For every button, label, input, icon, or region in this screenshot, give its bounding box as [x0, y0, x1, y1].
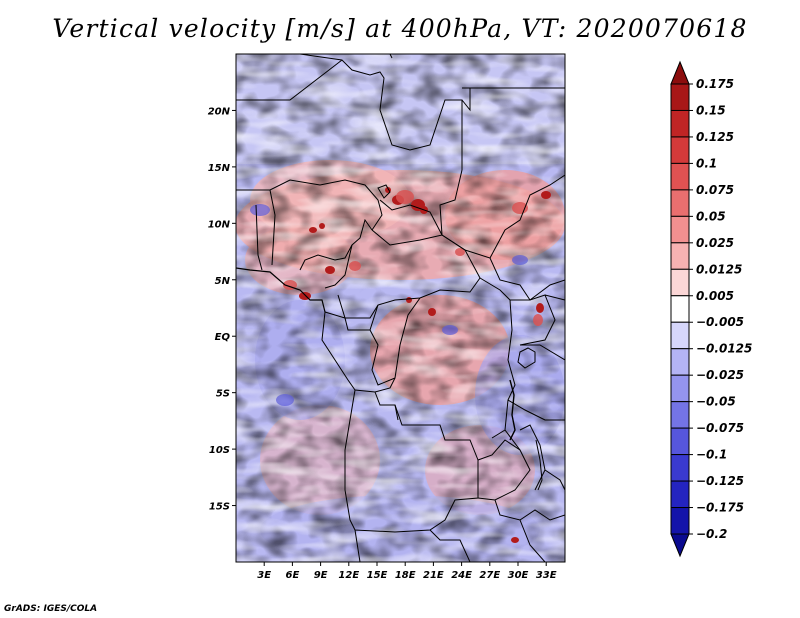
- lon-tick-label: 24E: [451, 570, 472, 581]
- colorbar-label: 0.1: [696, 156, 717, 170]
- latitude-axis: 20N 15N 10N 5N EQ 5S 10S 15S: [208, 106, 236, 513]
- lat-tick-label: 15S: [209, 502, 230, 513]
- lon-tick-label: 18E: [395, 570, 416, 581]
- colorbar-top-arrow: [670, 60, 690, 85]
- colorbar-swatch: [670, 242, 690, 270]
- colorbar-label: 0.175: [696, 77, 734, 91]
- colorbar-swatch: [670, 83, 690, 111]
- colorbar-swatch: [670, 215, 690, 244]
- lon-tick-label: 9E: [314, 570, 328, 581]
- colorbar-swatch: [670, 427, 690, 456]
- lon-tick-label: 6E: [286, 570, 300, 581]
- colorbar-label: 0.0125: [696, 262, 742, 276]
- colorbar-label: 0.05: [696, 209, 726, 223]
- country-borders: [236, 54, 565, 562]
- colorbar-label: −0.2: [696, 527, 727, 541]
- colorbar-label: −0.175: [696, 501, 744, 515]
- colorbar: 0.175 0.15 0.125 0.1 0.075 0.05 0.025 0.0125 0.0…: [670, 60, 752, 558]
- colorbar-swatch: [670, 189, 690, 217]
- map-frame: [235, 53, 566, 563]
- colorbar-swatch: [670, 268, 690, 297]
- lat-tick-label: 5N: [215, 276, 231, 287]
- colorbar-label: 0.075: [696, 183, 734, 197]
- vertical-velocity-field: [236, 54, 565, 562]
- longitude-axis: 3E 6E 9E 12E 15E 18E 21E 24E 27E 30E 33E: [257, 562, 557, 581]
- colorbar-label: −0.125: [696, 474, 744, 488]
- lat-tick-label: EQ: [215, 332, 231, 343]
- lat-tick-label: 10S: [209, 445, 230, 456]
- grads-credit: GrADS: IGES/COLA: [4, 604, 98, 614]
- colorbar-swatch: [670, 348, 690, 376]
- colorbar-label: 0.15: [696, 103, 726, 117]
- lon-tick-label: 30E: [508, 570, 529, 581]
- colorbar-label: −0.0125: [696, 342, 752, 356]
- lon-tick-label: 3E: [257, 570, 271, 581]
- lon-tick-label: 21E: [423, 570, 444, 581]
- colorbar-label: −0.005: [696, 315, 744, 329]
- colorbar-swatch: [670, 374, 690, 403]
- colorbar-label: 0.005: [696, 289, 734, 303]
- map-title: Vertical velocity [m/s] at 400hPa, VT: 2…: [52, 14, 748, 43]
- colorbar-label: 0.125: [696, 130, 734, 144]
- lat-tick-label: 15N: [208, 163, 231, 174]
- colorbar-swatch: [670, 401, 690, 429]
- lon-tick-label: 27E: [479, 570, 500, 581]
- colorbar-swatch: [670, 507, 690, 535]
- colorbar-swatch: [670, 321, 690, 350]
- colorbar-swatch: [670, 136, 690, 164]
- colorbar-swatch: [670, 162, 690, 191]
- lon-tick-label: 33E: [536, 570, 557, 581]
- colorbar-swatch: [670, 454, 690, 482]
- colorbar-label: −0.05: [696, 395, 736, 409]
- colorbar-label: −0.1: [696, 448, 727, 462]
- lat-tick-label: 10N: [208, 219, 231, 230]
- colorbar-label: −0.075: [696, 421, 744, 435]
- colorbar-bottom-arrow: [670, 533, 690, 558]
- colorbar-swatch: [670, 480, 690, 509]
- colorbar-swatch: [670, 109, 690, 138]
- colorbar-swatch: [670, 295, 690, 323]
- lon-tick-label: 12E: [338, 570, 359, 581]
- colorbar-label: −0.025: [696, 368, 744, 382]
- colorbar-label: 0.025: [696, 236, 734, 250]
- lat-tick-label: 5S: [216, 389, 230, 400]
- lon-tick-label: 15E: [367, 570, 388, 581]
- lat-tick-label: 20N: [208, 106, 231, 117]
